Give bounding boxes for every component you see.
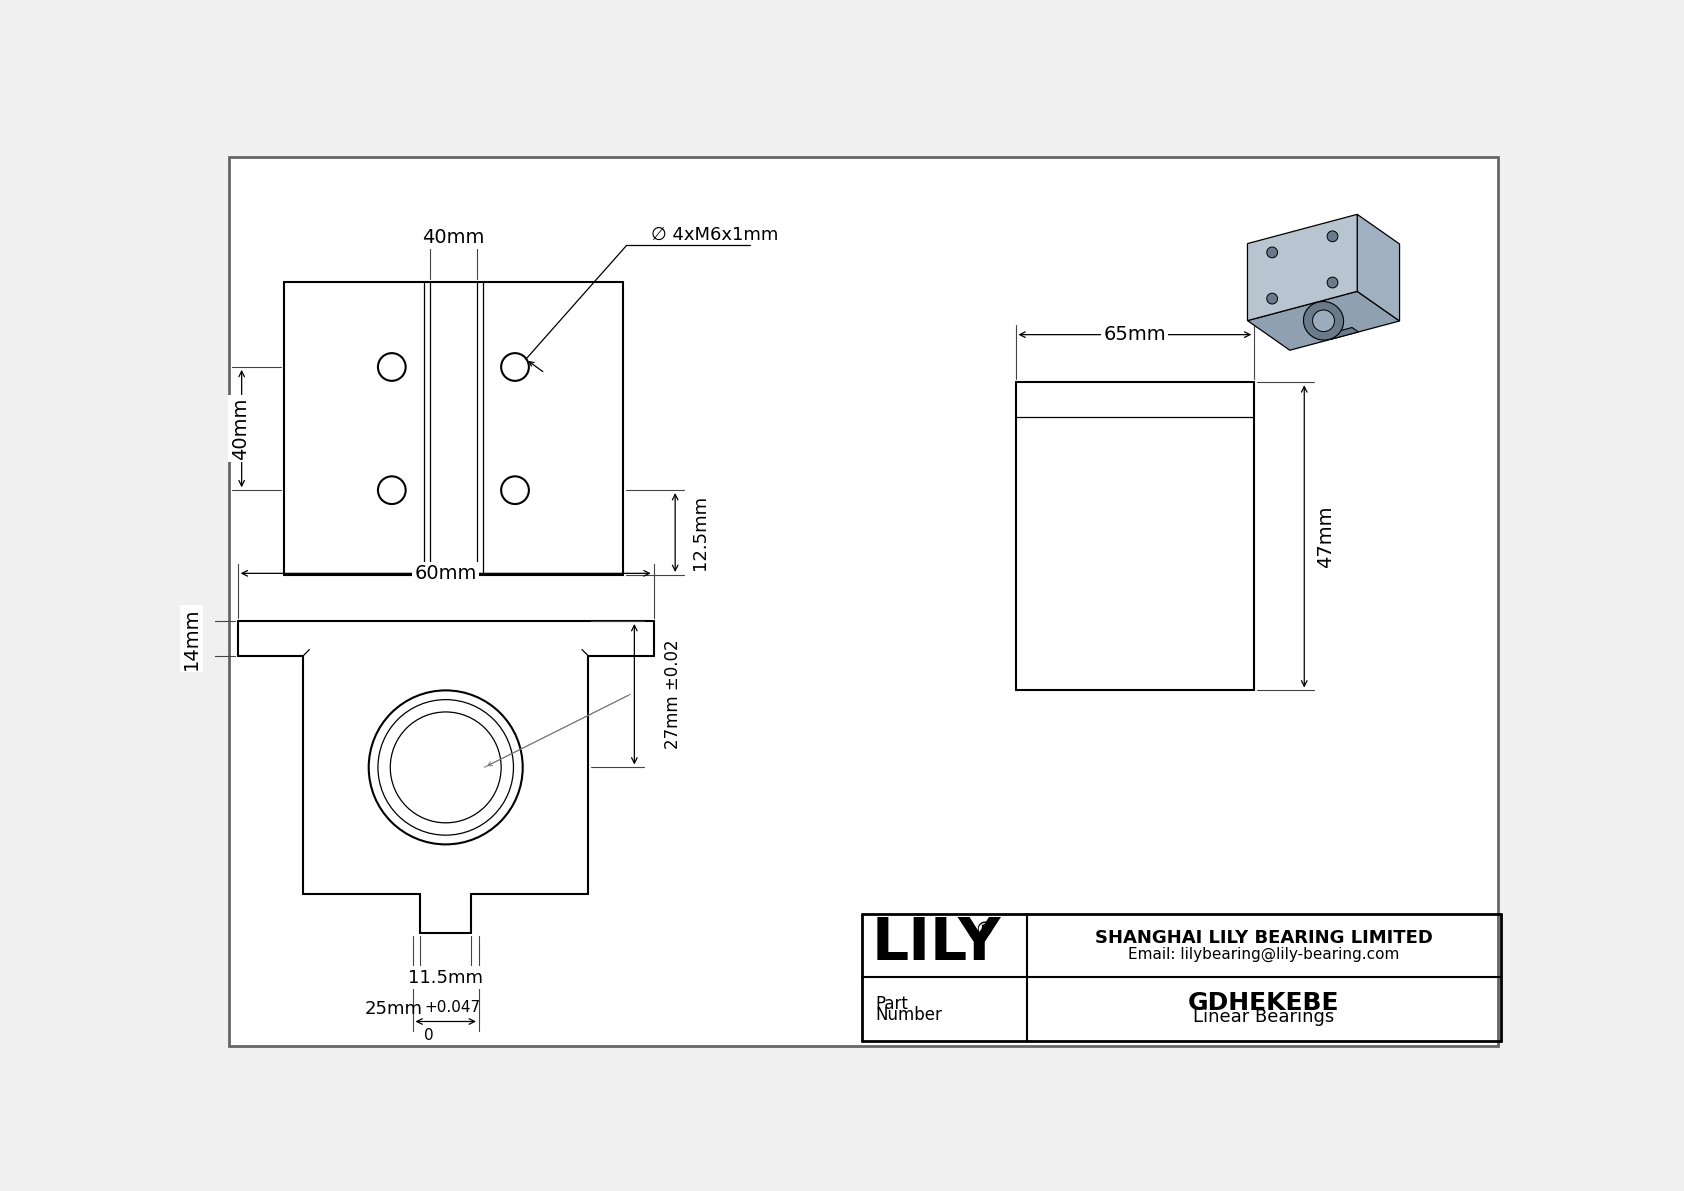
Circle shape bbox=[1266, 293, 1278, 304]
Text: 60mm: 60mm bbox=[414, 563, 477, 582]
Text: ®: ® bbox=[975, 921, 994, 940]
Circle shape bbox=[1327, 278, 1337, 288]
Circle shape bbox=[1327, 231, 1337, 242]
Text: Email: lilybearing@lily-bearing.com: Email: lilybearing@lily-bearing.com bbox=[1128, 947, 1399, 962]
FancyBboxPatch shape bbox=[229, 157, 1497, 1046]
Circle shape bbox=[1266, 247, 1278, 257]
Polygon shape bbox=[1357, 214, 1399, 322]
Polygon shape bbox=[1248, 214, 1357, 320]
Polygon shape bbox=[1248, 292, 1399, 350]
Text: 27mm ±0.02: 27mm ±0.02 bbox=[663, 640, 682, 749]
Text: 40mm: 40mm bbox=[231, 398, 249, 460]
Ellipse shape bbox=[1303, 301, 1344, 341]
Text: 25mm: 25mm bbox=[365, 1000, 423, 1018]
Text: 65mm: 65mm bbox=[1103, 325, 1167, 344]
Text: GDHEKEBE: GDHEKEBE bbox=[1189, 991, 1339, 1015]
Text: Part: Part bbox=[876, 996, 908, 1014]
Text: LILY: LILY bbox=[872, 915, 1002, 972]
Text: SHANGHAI LILY BEARING LIMITED: SHANGHAI LILY BEARING LIMITED bbox=[1095, 929, 1433, 947]
Text: 14mm: 14mm bbox=[182, 607, 200, 669]
Text: 40mm: 40mm bbox=[423, 229, 485, 247]
Text: 47mm: 47mm bbox=[1317, 505, 1335, 568]
Text: Number: Number bbox=[876, 1006, 943, 1024]
Text: 12.5mm: 12.5mm bbox=[690, 495, 709, 570]
Text: +0.047: +0.047 bbox=[424, 1000, 480, 1016]
Text: 11.5mm: 11.5mm bbox=[408, 968, 483, 986]
Text: ∅ 4xM6x1mm: ∅ 4xM6x1mm bbox=[652, 226, 778, 244]
Text: Linear Bearings: Linear Bearings bbox=[1194, 1008, 1334, 1025]
Text: 0: 0 bbox=[424, 1028, 434, 1042]
Polygon shape bbox=[1325, 328, 1359, 339]
Ellipse shape bbox=[1312, 310, 1334, 331]
